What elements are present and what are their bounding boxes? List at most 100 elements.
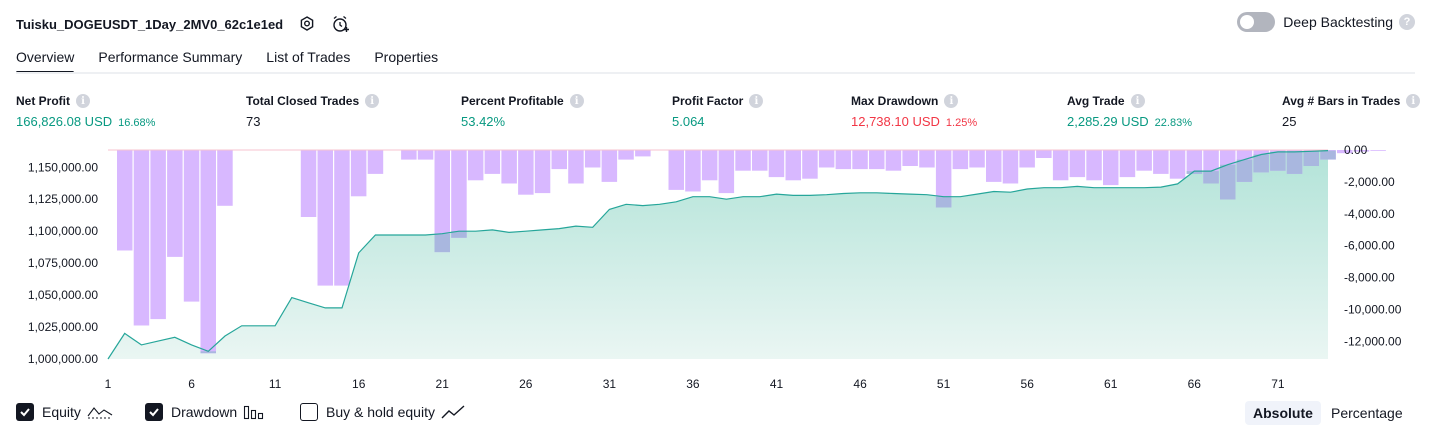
equity-line xyxy=(107,150,1329,360)
x-tick-label: 71 xyxy=(1271,377,1285,391)
metric-value: 73 xyxy=(246,114,261,129)
info-icon[interactable]: i xyxy=(569,94,584,108)
equity-icon xyxy=(87,404,113,420)
drawdown-bar xyxy=(350,150,367,197)
metric-label: Avg Trade xyxy=(1067,94,1125,108)
drawdown-label: Drawdown xyxy=(171,404,238,420)
metric-net-profit: Net Profit i 166,826.08 USD 16.68% xyxy=(16,93,155,129)
y-right-tick-label: -8,000.00 xyxy=(1344,271,1395,285)
drawdown-bar xyxy=(785,150,801,181)
metric-avg-trade: Avg Trade i 2,285.29 USD 22.83% xyxy=(1067,93,1192,129)
drawdown-bar xyxy=(1086,150,1102,181)
settings-icon[interactable] xyxy=(297,14,317,34)
drawdown-bar xyxy=(852,150,868,170)
x-tick-label: 21 xyxy=(436,377,450,391)
x-tick-label: 11 xyxy=(269,377,282,391)
drawdown-bar xyxy=(467,150,484,181)
drawdown-bar xyxy=(1103,150,1119,186)
deep-backtesting-label: Deep Backtesting xyxy=(1283,14,1393,30)
x-tick-label: 16 xyxy=(352,377,366,391)
drawdown-bar xyxy=(200,150,216,354)
drawdown-overlap xyxy=(434,233,450,253)
y-right-tick-label: 0.00 xyxy=(1344,143,1368,157)
legend-equity[interactable]: Equity xyxy=(16,403,113,421)
drawdown-bar xyxy=(718,150,735,194)
percentage-scale-button[interactable]: Percentage xyxy=(1331,405,1403,421)
drawdown-bar xyxy=(618,150,634,160)
drawdown-bar xyxy=(518,150,534,195)
deep-backtesting-toggle[interactable] xyxy=(1237,12,1276,32)
legend-drawdown[interactable]: Drawdown xyxy=(145,403,265,421)
add-alert-icon[interactable] xyxy=(331,14,351,34)
deep-backtesting: Deep Backtesting ? xyxy=(1237,12,1415,32)
x-tick-label: 41 xyxy=(770,377,784,391)
buy-hold-checkbox[interactable] xyxy=(300,403,318,421)
x-tick-label: 56 xyxy=(1021,377,1035,391)
info-icon[interactable]: i xyxy=(1130,94,1145,108)
drawdown-overlap xyxy=(935,196,952,208)
metric-value: 2,285.29 USD xyxy=(1067,114,1149,129)
drawdown-bar xyxy=(1069,150,1086,178)
drawdown-bar xyxy=(701,150,718,181)
drawdown-bar xyxy=(986,150,1002,182)
drawdown-overlap xyxy=(200,351,216,354)
drawdown-bar xyxy=(802,150,818,179)
metric-label: Net Profit xyxy=(16,94,70,108)
info-icon[interactable]: i xyxy=(76,94,90,108)
x-tick-label: 1 xyxy=(105,377,112,391)
drawdown-bar xyxy=(117,150,133,251)
drawdown-bar xyxy=(1119,150,1136,178)
drawdown-bar xyxy=(1353,150,1370,152)
drawdown-bar xyxy=(1370,150,1386,151)
drawdown-bar xyxy=(417,150,434,160)
drawdown-bars-icon xyxy=(243,404,265,420)
y-right-tick-label: -12,000.00 xyxy=(1344,335,1402,349)
equity-drawdown-chart: 1,000,000.00 1,025,000.00 1,050,000.00 1,07… xyxy=(28,143,1402,391)
info-icon[interactable]: i xyxy=(1406,94,1421,108)
metric-value: 12,738.10 USD xyxy=(851,114,940,129)
drawdown-bar xyxy=(367,150,384,174)
drawdown-bar xyxy=(1019,150,1035,168)
equity-area xyxy=(108,150,1328,359)
info-icon[interactable]: i xyxy=(944,94,959,108)
metric-label: Percent Profitable xyxy=(461,94,564,108)
drawdown-bar xyxy=(818,150,835,168)
metric-total-closed-trades: Total Closed Trades i 73 xyxy=(246,93,380,129)
drawdown-bar xyxy=(300,150,317,217)
drawdown-bar xyxy=(735,150,751,171)
help-icon[interactable]: ? xyxy=(1399,14,1415,30)
drawdown-bar xyxy=(601,150,618,182)
drawdown-bar xyxy=(952,150,969,170)
y-left-tick-label: 1,000,000.00 xyxy=(28,352,98,366)
drawdown-overlap xyxy=(1253,154,1269,173)
tab-properties[interactable]: Properties xyxy=(374,49,439,65)
x-tick-label: 6 xyxy=(188,377,195,391)
drawdown-overlap xyxy=(1303,151,1319,166)
drawdown-bar xyxy=(1136,150,1152,171)
y-right-tick-label: -10,000.00 xyxy=(1344,303,1402,317)
tab-performance-summary[interactable]: Performance Summary xyxy=(98,49,243,65)
strategy-title: Tuisku_DOGEUSDT_1Day_2MV0_62c1e1ed xyxy=(16,16,284,32)
drawdown-overlap xyxy=(451,231,467,238)
absolute-scale-button[interactable]: Absolute xyxy=(1245,401,1321,425)
drawdown-bar xyxy=(501,150,517,184)
equity-checkbox[interactable] xyxy=(16,403,34,421)
drawdown-bar xyxy=(551,150,567,170)
drawdown-bar xyxy=(885,150,902,171)
metric-avg-bars-in-trades: Avg # Bars in Trades i 25 xyxy=(1282,93,1421,129)
y-left-tick-label: 1,150,000.00 xyxy=(28,160,98,174)
drawdown-bar xyxy=(752,150,768,171)
tab-list-of-trades[interactable]: List of Trades xyxy=(266,49,351,65)
x-tick-label: 26 xyxy=(519,377,533,391)
drawdown-bar xyxy=(217,150,233,206)
drawdown-checkbox[interactable] xyxy=(145,403,163,421)
drawdown-bar xyxy=(133,150,150,326)
metric-label: Avg # Bars in Trades xyxy=(1282,94,1401,108)
metric-label: Total Closed Trades xyxy=(246,94,360,108)
info-icon[interactable]: i xyxy=(749,94,764,108)
drawdown-bar xyxy=(401,150,417,160)
info-icon[interactable]: i xyxy=(365,94,380,108)
legend-buy-hold[interactable]: Buy & hold equity xyxy=(300,403,465,421)
y-right-tick-label: -4,000.00 xyxy=(1344,207,1395,221)
drawdown-bar xyxy=(1169,150,1186,179)
